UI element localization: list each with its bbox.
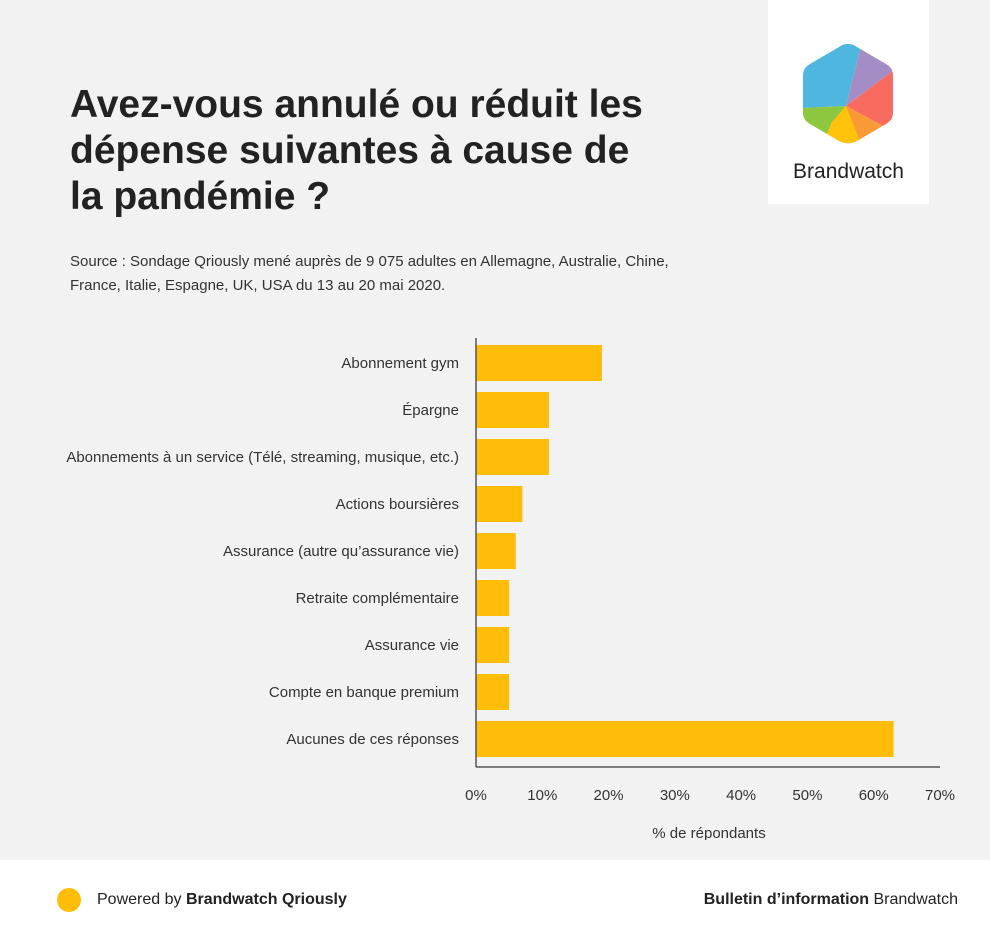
newsletter-credit-rest: Brandwatch: [869, 891, 959, 908]
bar-8: [476, 721, 894, 757]
bar-3: [476, 486, 523, 522]
x-tick-label-7: 70%: [925, 787, 955, 804]
bar-7: [476, 674, 510, 710]
category-label-5: Retraite complémentaire: [296, 590, 459, 607]
bar-0: [476, 345, 602, 381]
brandwatch-logo: Brandwatch: [768, 0, 929, 204]
category-label-7: Compte en banque premium: [269, 684, 459, 701]
category-label-3: Actions boursières: [336, 496, 459, 513]
x-tick-label-0: 0%: [465, 787, 487, 804]
category-label-1: Épargne: [402, 402, 459, 419]
newsletter-credit-bold: Bulletin d’information: [703, 891, 870, 908]
logo-shard-4: [822, 106, 862, 144]
category-label-8: Aucunes de ces réponses: [286, 731, 459, 748]
bar-2: [476, 439, 549, 475]
x-tick-label-2: 20%: [594, 787, 624, 804]
x-tick-label-1: 10%: [527, 787, 557, 804]
x-tick-label-6: 60%: [859, 787, 889, 804]
category-label-2: Abonnements à un service (Télé, streamin…: [66, 449, 459, 466]
x-axis-label: % de répondants: [652, 825, 765, 840]
powered-by: Powered by Brandwatch Qriously: [57, 888, 347, 912]
powered-by-brand: Brandwatch Qriously: [185, 891, 347, 908]
category-label-4: Assurance (autre qu’assurance vie): [223, 543, 459, 560]
category-label-0: Abonnement gym: [341, 355, 459, 372]
bar-1: [476, 392, 549, 428]
category-label-6: Assurance vie: [365, 637, 459, 654]
newsletter-credit: Bulletin d’information Brandwatch: [704, 888, 958, 912]
bar-chart: Abonnement gym Épargne Abonnements à un se…: [66, 338, 955, 840]
yellow-dot-icon: [57, 888, 81, 912]
x-tick-label-5: 50%: [792, 787, 822, 804]
source-note: Source : Sondage Qriously mené auprès de…: [70, 253, 669, 294]
powered-by-prefix: Powered by: [97, 891, 186, 908]
bar-4: [476, 533, 516, 569]
chart-title: Avez-vous annulé ou réduit les dépense s…: [70, 83, 643, 218]
brandwatch-logo-text: Brandwatch: [793, 160, 904, 183]
logo-shard-2: [846, 70, 893, 132]
bar-6: [476, 627, 510, 663]
bar-5: [476, 580, 510, 616]
x-tick-label-3: 30%: [660, 787, 690, 804]
hexagon-logo-icon: [803, 44, 893, 144]
x-tick-label-4: 40%: [726, 787, 756, 804]
